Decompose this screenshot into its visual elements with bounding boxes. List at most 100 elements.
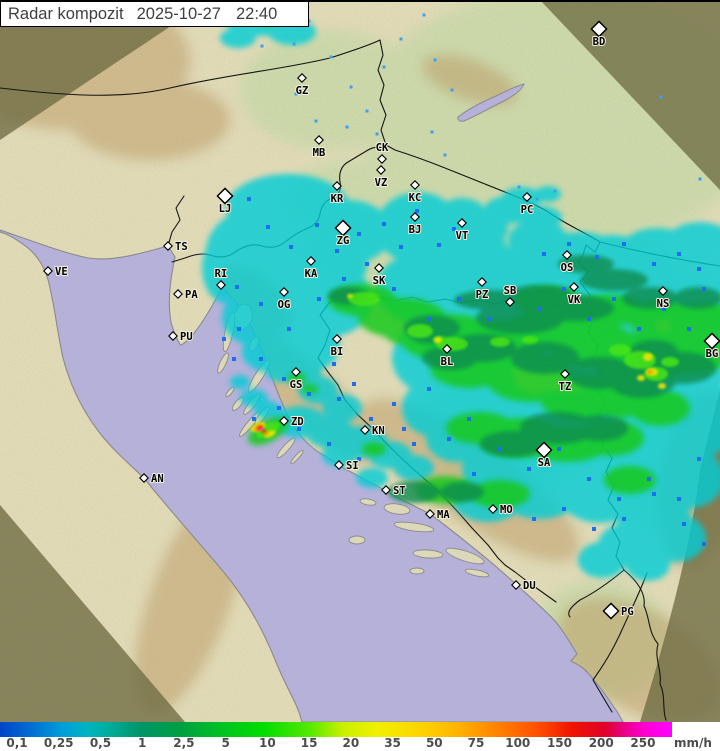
city-label: ST — [393, 485, 406, 497]
city-diamond-icon — [376, 165, 386, 175]
city-label: GS — [290, 379, 303, 391]
map-canvas: GZ BD MB CK VZ KR KC BJ ZG VT PC LJ TS VE RI PA OG PU KA SK… — [0, 0, 720, 722]
city-label: PC — [521, 204, 534, 216]
city-label: SK — [373, 275, 386, 287]
city-diamond-icon — [216, 187, 234, 205]
city-diamond-icon — [703, 332, 720, 350]
city-diamond-icon — [297, 73, 307, 83]
city-diamond-icon — [511, 580, 521, 590]
city-marker-si: SI — [334, 459, 360, 473]
city-marker-bj: BJ — [408, 212, 422, 237]
city-diamond-icon — [334, 460, 344, 470]
city-diamond-icon — [360, 425, 370, 435]
city-label: VZ — [375, 177, 388, 189]
city-diamond-icon — [442, 344, 452, 354]
city-label: PU — [180, 331, 193, 343]
city-label: KA — [305, 268, 318, 280]
radar-range-shadow — [0, 0, 720, 722]
city-diamond-icon — [560, 369, 570, 379]
city-diamond-icon — [658, 286, 668, 296]
city-marker-du: DU — [511, 579, 537, 593]
city-diamond-icon — [602, 602, 620, 620]
city-marker-bl: BL — [440, 344, 454, 369]
city-diamond-icon — [173, 289, 183, 299]
legend-label: 75 — [467, 736, 485, 750]
city-label: CK — [376, 142, 389, 154]
legend-label: 10 — [259, 736, 276, 750]
city-label: ZD — [291, 416, 304, 428]
city-label: MO — [500, 504, 513, 516]
radar-layer-magenta — [259, 427, 263, 431]
radar-light-blue-specks — [229, 5, 702, 201]
city-label: DU — [523, 580, 536, 592]
city-diamond-icon — [306, 256, 316, 266]
city-marker-lj: LJ — [216, 187, 234, 216]
city-diamond-icon — [410, 180, 420, 190]
city-marker-st: ST — [381, 484, 407, 498]
city-marker-og: OG — [277, 287, 291, 312]
city-label: PZ — [476, 289, 489, 301]
city-diamond-icon — [457, 218, 467, 228]
city-marker-pg: PG — [602, 602, 635, 620]
legend-label: 20 — [342, 736, 360, 750]
city-marker-vk: VK — [567, 282, 582, 307]
city-marker-bg: BG — [703, 332, 720, 361]
city-marker-ve: VE — [43, 265, 69, 279]
city-marker-ka: KA — [304, 256, 319, 281]
title-product: Radar kompozit — [8, 5, 124, 23]
city-diamond-icon — [139, 473, 149, 483]
city-label: PG — [621, 606, 634, 618]
title-time: 22:40 — [235, 5, 278, 23]
city-label: KN — [372, 425, 385, 437]
legend-gradient-bar — [0, 722, 672, 737]
city-diamond-icon — [381, 485, 391, 495]
city-marker-tz: TZ — [558, 369, 572, 394]
city-marker-pz: PZ — [475, 277, 489, 302]
legend-label: 5 — [221, 736, 230, 750]
city-marker-vt: VT — [455, 218, 469, 243]
city-label: AN — [151, 473, 164, 485]
city-label: VK — [568, 294, 581, 306]
legend-label: 0,1 — [6, 736, 28, 750]
radar-map: GZ BD MB CK VZ KR KC BJ ZG VT PC LJ TS VE RI PA OG PU KA SK… — [0, 0, 720, 722]
city-marker-os: OS — [560, 250, 574, 275]
legend-unit: mm/h — [674, 736, 712, 750]
city-marker-ma: MA — [425, 508, 451, 522]
city-label: VE — [55, 266, 68, 278]
city-label: BI — [331, 346, 344, 358]
legend-label: 15 — [300, 736, 318, 750]
city-marker-pu: PU — [168, 330, 194, 344]
legend: 0,1 0,25 0,5 1 2,5 5 10 15 20 35 50 75 100 150 200 250 … — [0, 722, 720, 751]
city-diamond-icon — [569, 282, 579, 292]
city-marker-gs: GS — [289, 367, 303, 392]
city-diamond-icon — [279, 416, 289, 426]
city-diamond-icon — [332, 181, 342, 191]
city-marker-sk: SK — [372, 263, 387, 288]
city-marker-an: AN — [139, 472, 165, 486]
city-label: SA — [538, 457, 551, 469]
city-diamond-icon — [590, 20, 608, 38]
city-diamond-icon — [505, 297, 515, 307]
city-label: MA — [437, 509, 450, 521]
city-marker-zd: ZD — [279, 415, 305, 429]
city-marker-kn: KN — [360, 424, 386, 438]
city-marker-mo: MO — [488, 503, 514, 517]
radar-blue-specks — [222, 197, 706, 546]
city-label: OS — [561, 262, 574, 274]
city-label: KC — [409, 192, 422, 204]
city-label: BJ — [409, 224, 422, 236]
city-diamond-icon — [332, 334, 342, 344]
city-diamond-icon — [279, 287, 289, 297]
legend-label: 0,25 — [43, 736, 74, 750]
city-label: BG — [706, 348, 719, 360]
city-label: SB — [504, 285, 517, 297]
city-label: GZ — [296, 85, 309, 97]
city-label: NS — [657, 298, 670, 310]
city-marker-ri: RI — [214, 267, 228, 290]
title-date: 2025-10-27 — [136, 5, 221, 23]
city-marker-ns: NS — [656, 286, 670, 311]
city-marker-bi: BI — [330, 334, 344, 359]
city-diamond-icon — [477, 277, 487, 287]
city-marker-mb: MB — [312, 135, 326, 160]
